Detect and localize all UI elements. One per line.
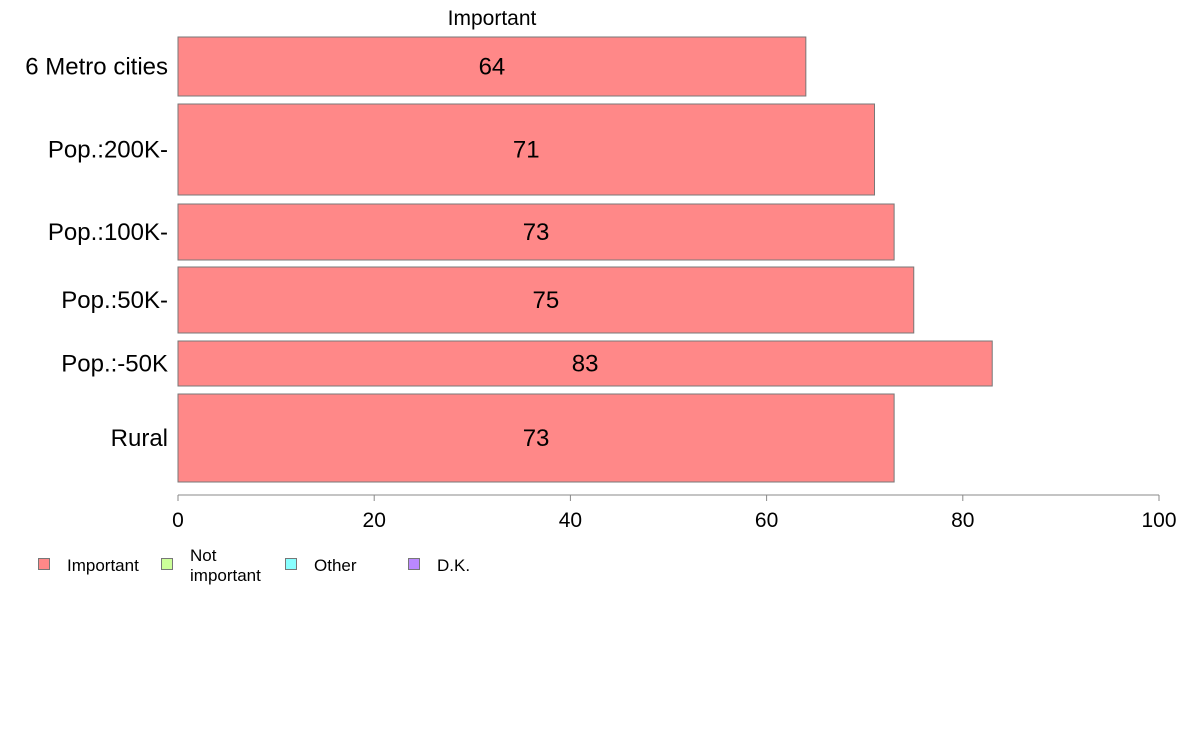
legend-swatch-dk (408, 558, 420, 570)
category-label-pop-200k: Pop.:200K- (48, 137, 168, 164)
category-label-rural: Rural (111, 425, 168, 452)
chart-title: Important (448, 7, 537, 30)
bar-important-pop-200k (177, 103, 876, 196)
bar-important-rural (177, 393, 895, 483)
category-label-6-metro-cities: 6 Metro cities (25, 54, 168, 81)
x-tick-label-60: 60 (755, 509, 778, 532)
legend-item-other: Other (285, 546, 404, 576)
legend-label-not-important: Not important (190, 546, 261, 585)
legend-swatch-important (38, 558, 50, 570)
data-label-6-metro-cities: 64 (479, 54, 506, 81)
legend-label-other: Other (314, 556, 357, 575)
x-axis: 0 20 40 60 80 100 (172, 494, 1177, 532)
bar-important-6-metro-cities (177, 36, 807, 97)
legend-swatch-not-important (161, 558, 173, 570)
x-tick-label-20: 20 (363, 509, 386, 532)
x-tick-label-40: 40 (559, 509, 582, 532)
bar-important-pop-50k (177, 340, 993, 387)
x-tick-label-80: 80 (951, 509, 974, 532)
bars-layer: 6 Metro cities 64 Pop.:200K- 71 Pop.:100K- 73… (25, 36, 993, 483)
bar-important-pop-50k (177, 266, 915, 334)
category-label-pop-50k: Pop.:50K- (61, 287, 168, 314)
data-label-pop-50k: 83 (572, 351, 599, 378)
legend-swatch-other (285, 558, 297, 570)
legend-label-dk: D.K. (437, 556, 471, 575)
x-tick-label-100: 100 (1141, 509, 1176, 532)
bar-important-pop-100k (177, 203, 895, 261)
legend: Important Not important Other D.K. (38, 546, 498, 586)
legend-item-dk: D.K. (408, 546, 527, 576)
data-label-rural: 73 (523, 425, 550, 452)
data-label-pop-100k: 73 (523, 219, 550, 246)
data-label-pop-50k: 75 (533, 287, 560, 314)
category-label-pop-50k: Pop.:-50K (61, 351, 168, 378)
x-tick-label-0: 0 (172, 509, 184, 532)
category-label-pop-100k: Pop.:100K- (48, 219, 168, 246)
legend-item-not-important: Not important (161, 546, 274, 586)
data-label-pop-200k: 71 (513, 137, 540, 164)
legend-item-important: Important (38, 546, 157, 576)
legend-label-important: Important (67, 556, 139, 575)
